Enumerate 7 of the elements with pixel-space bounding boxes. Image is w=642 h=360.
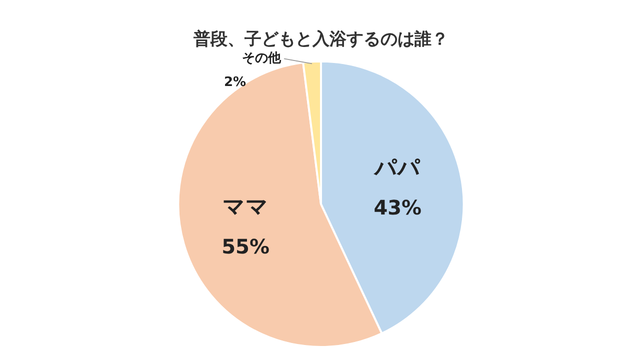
slice-label: その他 bbox=[242, 51, 282, 66]
slice-label: ママ bbox=[222, 194, 269, 220]
slice-label: パパ bbox=[374, 156, 421, 181]
data-label: 55% bbox=[222, 234, 270, 258]
chart-title: 普段、子どもと入浴するのは誰？ bbox=[192, 28, 448, 50]
data-label: 2% bbox=[224, 75, 246, 90]
data-label: 43% bbox=[374, 195, 422, 220]
